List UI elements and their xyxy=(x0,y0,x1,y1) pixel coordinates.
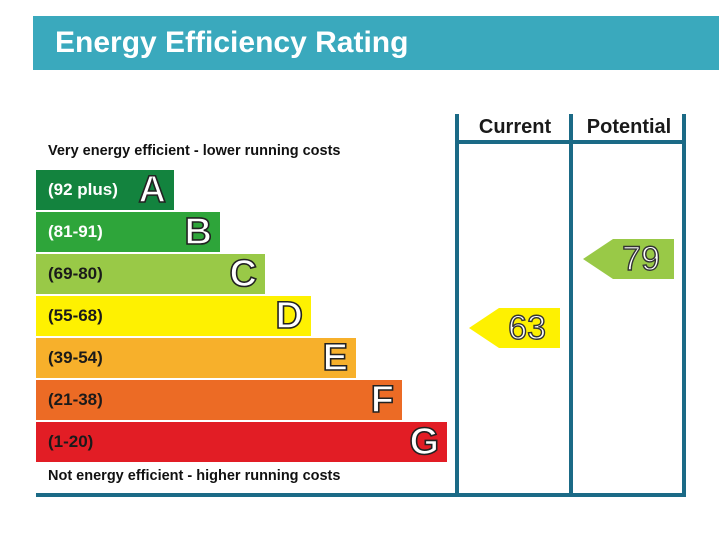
band-range-label: (21-38) xyxy=(48,390,103,409)
potential-column-header: Potential xyxy=(586,116,672,138)
band-b: (81-91) B xyxy=(36,210,220,254)
band-range-label: (1-20) xyxy=(48,432,94,451)
current-rating-arrow: 63 xyxy=(469,308,560,348)
chart-title: Energy Efficiency Rating xyxy=(55,26,409,59)
band-d: (55-68) D xyxy=(36,294,311,338)
divider-middle xyxy=(569,114,573,497)
band-letter: C xyxy=(229,252,258,296)
band-f: (21-38) F xyxy=(36,378,402,422)
divider-right xyxy=(682,114,686,497)
band-letter: G xyxy=(409,420,440,464)
band-letter: B xyxy=(184,210,213,254)
potential-rating-arrow: 79 xyxy=(583,239,674,279)
band-range-label: (55-68) xyxy=(48,306,103,325)
bottom-caption: Not energy efficient - higher running co… xyxy=(48,468,341,484)
potential-rating-value: 79 xyxy=(621,239,660,278)
band-letter: D xyxy=(275,294,304,338)
header-underline xyxy=(455,140,686,144)
band-range-label: (69-80) xyxy=(48,264,103,283)
band-g: (1-20) G xyxy=(36,420,447,464)
band-range-label: (81-91) xyxy=(48,222,103,241)
band-range-label: (92 plus) xyxy=(48,180,118,199)
divider-left xyxy=(455,114,459,497)
top-caption: Very energy efficient - lower running co… xyxy=(48,143,341,159)
band-letter: A xyxy=(138,168,167,212)
band-letter: E xyxy=(322,336,349,380)
band-e: (39-54) E xyxy=(36,336,356,380)
current-rating-value: 63 xyxy=(507,308,546,347)
title-bar: Energy Efficiency Rating xyxy=(33,16,719,70)
band-range-label: (39-54) xyxy=(48,348,103,367)
bottom-border xyxy=(36,493,686,497)
band-letter: F xyxy=(370,378,395,422)
band-c: (69-80) C xyxy=(36,252,265,296)
band-a: (92 plus) A xyxy=(36,168,174,212)
current-column-header: Current xyxy=(478,116,552,138)
